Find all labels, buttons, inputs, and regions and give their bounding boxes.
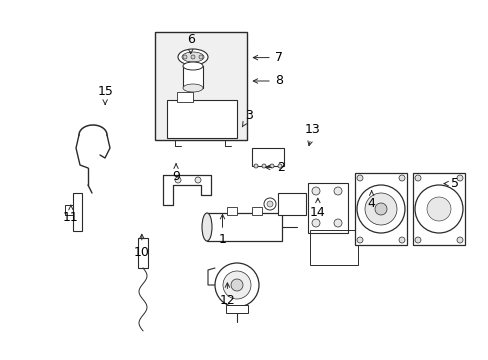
Circle shape bbox=[195, 177, 201, 183]
Bar bbox=[354, 173, 406, 245]
Text: 4: 4 bbox=[367, 191, 375, 210]
Text: 11: 11 bbox=[63, 205, 79, 224]
Ellipse shape bbox=[278, 164, 282, 168]
Circle shape bbox=[356, 175, 362, 181]
Ellipse shape bbox=[202, 213, 212, 241]
Bar bbox=[138, 238, 148, 268]
Bar bbox=[226, 207, 237, 215]
Circle shape bbox=[215, 263, 259, 307]
Text: 1: 1 bbox=[218, 215, 226, 246]
Ellipse shape bbox=[199, 55, 203, 59]
Bar bbox=[251, 207, 262, 215]
Ellipse shape bbox=[191, 55, 195, 59]
Text: 15: 15 bbox=[97, 85, 113, 104]
Bar bbox=[167, 100, 237, 138]
Bar bbox=[307, 183, 347, 233]
Circle shape bbox=[333, 219, 341, 227]
Circle shape bbox=[264, 198, 275, 210]
Circle shape bbox=[398, 175, 404, 181]
Text: 8: 8 bbox=[253, 75, 282, 87]
Ellipse shape bbox=[269, 164, 273, 168]
Circle shape bbox=[311, 187, 319, 195]
Bar bbox=[73, 193, 82, 231]
Bar bbox=[183, 66, 203, 88]
Circle shape bbox=[230, 279, 243, 291]
Ellipse shape bbox=[183, 84, 203, 92]
Circle shape bbox=[311, 219, 319, 227]
Bar bbox=[251, 148, 284, 166]
Text: 7: 7 bbox=[253, 51, 282, 64]
Text: 5: 5 bbox=[443, 177, 458, 190]
Bar bbox=[278, 193, 305, 215]
Text: 14: 14 bbox=[309, 198, 325, 219]
Text: 12: 12 bbox=[219, 283, 235, 307]
Circle shape bbox=[266, 201, 272, 207]
Circle shape bbox=[364, 193, 396, 225]
Text: 3: 3 bbox=[242, 109, 253, 127]
Circle shape bbox=[356, 237, 362, 243]
Ellipse shape bbox=[183, 55, 186, 59]
Bar bbox=[206, 213, 282, 241]
Circle shape bbox=[456, 175, 462, 181]
Text: 2: 2 bbox=[265, 161, 285, 174]
Circle shape bbox=[456, 237, 462, 243]
Circle shape bbox=[374, 203, 386, 215]
Bar bbox=[225, 305, 247, 313]
Ellipse shape bbox=[262, 164, 265, 168]
Ellipse shape bbox=[183, 62, 203, 70]
Circle shape bbox=[175, 177, 181, 183]
Circle shape bbox=[398, 237, 404, 243]
Bar bbox=[155, 32, 246, 140]
Bar bbox=[309, 230, 357, 265]
Ellipse shape bbox=[182, 52, 203, 62]
Circle shape bbox=[426, 197, 450, 221]
Circle shape bbox=[223, 271, 250, 299]
Circle shape bbox=[356, 185, 404, 233]
Ellipse shape bbox=[253, 164, 258, 168]
Text: 10: 10 bbox=[134, 234, 149, 258]
Circle shape bbox=[333, 187, 341, 195]
Circle shape bbox=[414, 185, 462, 233]
Ellipse shape bbox=[178, 49, 207, 65]
Text: 6: 6 bbox=[186, 33, 194, 54]
Circle shape bbox=[414, 175, 420, 181]
Text: 9: 9 bbox=[172, 164, 180, 183]
Bar bbox=[412, 173, 464, 245]
Text: 13: 13 bbox=[305, 123, 320, 146]
Bar bbox=[177, 92, 193, 102]
Circle shape bbox=[414, 237, 420, 243]
